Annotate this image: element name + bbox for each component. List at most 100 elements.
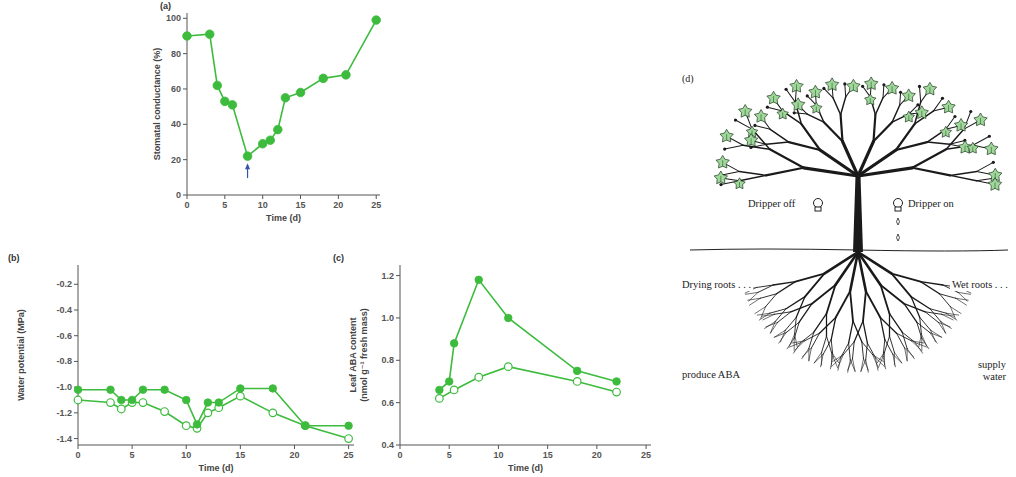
leaf xyxy=(954,118,967,131)
y-tick-label: -0.2 xyxy=(56,279,72,289)
branch xyxy=(801,124,820,150)
root xyxy=(892,274,911,297)
bud xyxy=(734,118,737,121)
root xyxy=(848,360,851,372)
filled-point xyxy=(215,399,223,407)
figure: (a)0204060801000510152025Time (d)Stomata… xyxy=(0,0,1016,477)
root xyxy=(956,298,967,305)
y-tick-label: -0.6 xyxy=(56,331,72,341)
bud xyxy=(753,124,756,127)
root xyxy=(921,282,940,294)
filled-point xyxy=(319,74,328,83)
y-tick-label: -0.8 xyxy=(56,356,72,366)
label-patch xyxy=(680,72,696,86)
branch xyxy=(920,86,921,102)
bud xyxy=(749,146,752,149)
x-axis-title: Time (d) xyxy=(266,213,301,223)
y-tick xyxy=(74,284,78,285)
y-tick xyxy=(74,310,78,311)
root xyxy=(849,321,853,343)
leaf xyxy=(915,106,928,119)
filled-point xyxy=(139,386,147,394)
root xyxy=(853,359,856,371)
root xyxy=(746,292,759,294)
root xyxy=(755,307,766,314)
x-tick-label: 0 xyxy=(184,200,189,210)
branch xyxy=(843,141,859,176)
root xyxy=(790,334,795,346)
root xyxy=(883,340,885,357)
branch xyxy=(912,149,946,168)
leaf-vein xyxy=(815,90,816,96)
bud xyxy=(992,161,995,164)
root xyxy=(836,291,850,317)
leaf xyxy=(903,111,914,122)
y-tick xyxy=(396,445,400,446)
leaf xyxy=(716,155,729,168)
leaf-vein xyxy=(945,131,946,136)
root xyxy=(775,330,786,337)
root xyxy=(866,343,868,360)
y-tick-label: 1.2 xyxy=(381,271,394,281)
x-tick xyxy=(186,445,187,449)
leaf-vein xyxy=(948,105,949,111)
root xyxy=(862,342,864,359)
y-tick-label: 60 xyxy=(171,84,181,94)
branch xyxy=(844,84,846,97)
root xyxy=(917,322,922,338)
leaf xyxy=(940,126,951,137)
root xyxy=(861,359,864,371)
branch xyxy=(740,175,766,180)
root xyxy=(880,318,885,340)
branch xyxy=(882,85,884,98)
leaf-vein xyxy=(853,84,854,90)
x-tick-label: 25 xyxy=(641,450,651,460)
tree xyxy=(719,82,997,252)
dripper-bulb xyxy=(894,199,903,208)
y-axis-title: Stomatal conductance (%) xyxy=(152,48,162,161)
root xyxy=(841,343,849,358)
y-tick-label: 0.6 xyxy=(381,398,394,408)
root xyxy=(795,317,797,334)
y-tick-label: 0.8 xyxy=(381,355,394,365)
label-patch xyxy=(981,370,1009,383)
leaf xyxy=(745,133,758,146)
root xyxy=(894,352,901,362)
x-tick-label: 15 xyxy=(296,200,306,210)
x-tick-label: 0 xyxy=(397,450,402,460)
bud xyxy=(953,115,956,118)
x-axis-line xyxy=(78,445,354,446)
leaf xyxy=(985,142,998,155)
roots xyxy=(744,252,972,372)
leaf-vein xyxy=(929,87,930,93)
branch xyxy=(824,122,843,141)
chart-panel: (a)0204060801000510152025Time (d)Stomata… xyxy=(152,1,381,223)
x-tick xyxy=(132,445,133,449)
filled-point xyxy=(450,340,458,348)
x-tick-label: 20 xyxy=(592,450,602,460)
root xyxy=(760,294,776,299)
x-tick xyxy=(240,445,241,449)
x-tick xyxy=(300,195,301,199)
dripper-on-icon xyxy=(894,199,903,212)
root xyxy=(858,252,866,291)
label-patch xyxy=(906,197,957,210)
root xyxy=(902,332,907,348)
root xyxy=(785,317,796,330)
branch xyxy=(875,98,883,115)
leaf-vein xyxy=(798,103,799,109)
filled-point xyxy=(128,396,136,404)
branch xyxy=(912,168,950,176)
leaf xyxy=(865,94,876,105)
leaf xyxy=(825,78,838,91)
leaf xyxy=(754,110,767,123)
y-tick-label: 0.4 xyxy=(381,440,394,450)
root xyxy=(930,333,937,344)
leaf-vein xyxy=(921,111,922,117)
leaf xyxy=(777,108,788,119)
y-axis-title-line: Leaf ABA content xyxy=(348,318,358,393)
open-point xyxy=(237,392,245,400)
y-tick xyxy=(183,195,187,196)
x-tick xyxy=(294,445,295,449)
y-tick xyxy=(183,159,187,160)
